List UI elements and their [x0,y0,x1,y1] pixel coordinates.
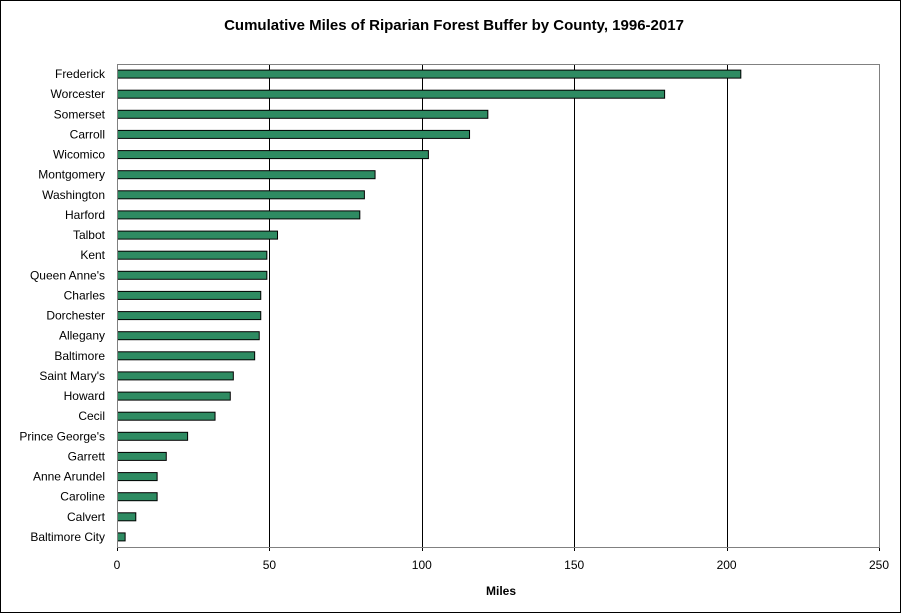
x-tick-label: 200 [717,558,737,572]
bars [117,69,742,542]
bar [117,371,234,381]
category-label: Carroll [70,127,105,141]
category-label: Allegany [59,329,105,343]
x-tick-label: 250 [869,558,889,572]
category-label: Howard [64,389,105,403]
bar [117,311,262,321]
category-label: Caroline [60,490,105,504]
category-label: Talbot [73,228,106,242]
bar [117,210,361,220]
category-label: Garrett [68,449,106,463]
bar [117,411,216,421]
x-tick-label: 100 [412,558,432,572]
x-tick-labels: 0 50 100 150 200 250 [114,547,889,572]
category-label: Calvert [67,510,106,524]
category-label: Charles [64,288,105,302]
category-label: Harford [65,208,105,222]
category-label: Prince George's [19,429,105,443]
bar [117,89,666,99]
bar [117,190,365,200]
bar [117,492,158,502]
bar [117,512,137,522]
category-label: Wicomico [53,148,105,162]
category-label: Anne Arundel [33,470,105,484]
bar [117,451,167,461]
bar [117,129,471,139]
grid-lines [269,64,728,547]
bar [117,170,376,180]
bar [117,270,268,280]
category-label: Washington [42,188,105,202]
bar [117,351,256,361]
bar [117,532,126,542]
category-label: Saint Mary's [39,369,105,383]
category-label: Baltimore City [30,530,105,544]
category-label: Baltimore [54,349,105,363]
category-label: Worcester [51,87,105,101]
bar [117,472,158,482]
chart-title: Cumulative Miles of Riparian Forest Buff… [224,17,684,34]
bar [117,250,268,260]
x-tick-label: 0 [114,558,121,572]
bar [117,69,742,79]
bar [117,391,231,401]
bar [117,331,260,341]
category-label: Montgomery [38,168,105,182]
category-labels: Frederick Worcester Somerset Carroll Wicomic… [19,67,106,544]
x-tick-label: 150 [564,558,584,572]
category-label: Cecil [78,409,105,423]
category-label: Dorchester [46,309,105,323]
bar [117,150,429,160]
category-label: Kent [80,248,105,262]
x-axis-label: Miles [486,584,516,598]
bar [117,230,279,240]
bar [117,290,262,300]
plot-area [117,64,880,548]
bar [117,109,489,119]
category-label: Queen Anne's [30,268,105,282]
bar [117,431,189,441]
category-label: Frederick [55,67,106,81]
x-tick-label: 50 [263,558,277,572]
category-label: Somerset [54,107,106,121]
